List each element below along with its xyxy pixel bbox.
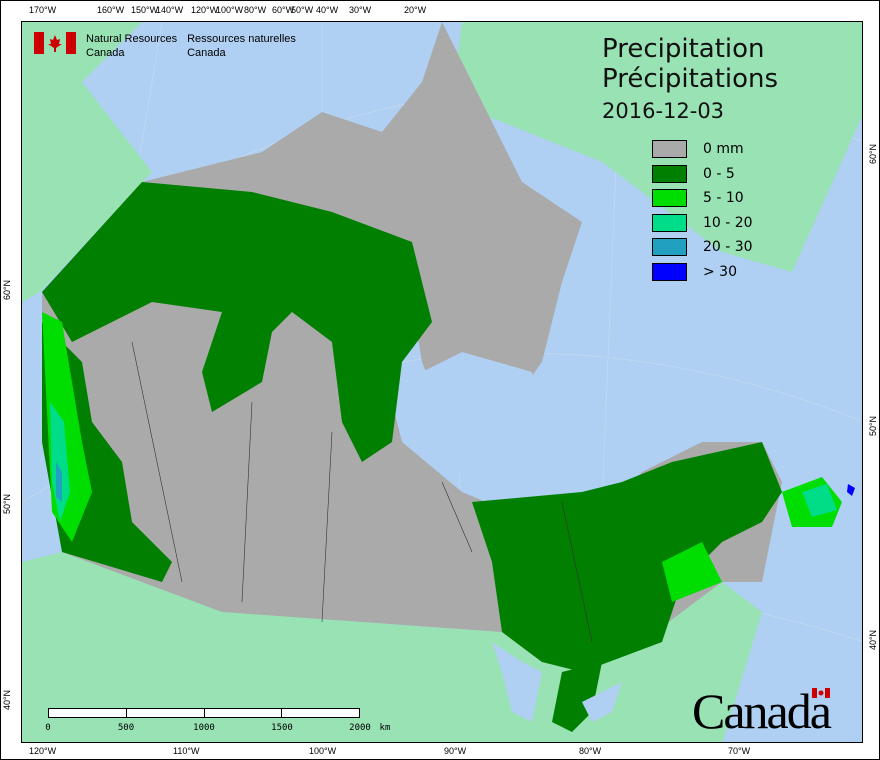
legend-item: 0 mm (652, 137, 753, 162)
top-tick: 30°W (349, 5, 372, 15)
map-title: Precipitation Précipitations 2016-12-03 (602, 34, 778, 126)
scale-label: 2000 (349, 723, 371, 733)
legend-swatch (652, 238, 687, 257)
left-tick: 60°N (2, 279, 13, 301)
legend-swatch (652, 140, 687, 159)
right-tick: 50°N (868, 415, 879, 437)
bottom-tick: 80°W (579, 746, 602, 756)
legend-swatch (652, 164, 687, 183)
legend-swatch (652, 189, 687, 208)
great-lakes (492, 642, 622, 722)
legend-item: 5 - 10 (652, 186, 753, 211)
canada-no-precip (42, 22, 782, 662)
legend-label: 0 mm (703, 141, 744, 158)
right-tick: 40°N (868, 629, 879, 651)
canada-wordmark: Canada (692, 682, 832, 740)
legend: 0 mm 0 - 5 5 - 10 10 - 20 20 - 30 > 30 (652, 137, 753, 284)
wordmark-flag-icon (811, 688, 830, 698)
legend-label: 20 - 30 (703, 239, 753, 256)
legend-label: 10 - 20 (703, 214, 753, 231)
left-tick: 40°N (2, 689, 13, 711)
top-tick: 80°W (244, 5, 267, 15)
top-tick: 120°W (191, 5, 219, 15)
title-en: Precipitation (602, 34, 765, 64)
legend-label: > 30 (703, 263, 737, 280)
top-tick: 50°W (291, 5, 314, 15)
top-tick: 150°W (131, 5, 159, 15)
top-tick: 170°W (29, 5, 57, 15)
left-tick: 50°N (2, 493, 13, 515)
legend-label: 5 - 10 (703, 190, 744, 207)
right-tick: 60°N (868, 143, 879, 165)
scale-bar: 0 500 1000 1500 2000 km (45, 708, 390, 735)
alaska (22, 22, 152, 302)
top-tick: 100°W (216, 5, 244, 15)
legend-swatch (652, 213, 687, 232)
legend-item: 10 - 20 (652, 211, 753, 236)
scale-label: 0 (45, 723, 51, 733)
nrcan-signature: Natural Resources Canada Ressources natur… (34, 32, 296, 60)
wordmark-text: Canada (692, 683, 832, 739)
agency-fr: Ressources naturelles (187, 33, 296, 45)
top-tick: 20°W (404, 5, 427, 15)
canada-0-5-east (472, 442, 782, 672)
bottom-tick: 100°W (309, 746, 337, 756)
legend-item: > 30 (652, 260, 753, 285)
map-shapes (22, 22, 862, 742)
title-fr: Précipitations (602, 64, 779, 94)
legend-item: 0 - 5 (652, 162, 753, 187)
precip-20-30 (56, 462, 62, 502)
top-tick: 40°W (316, 5, 339, 15)
scale-label: 500 (117, 723, 135, 733)
legend-label: 0 - 5 (703, 165, 735, 182)
hudson-bay (402, 352, 542, 492)
precip-30-plus (847, 484, 855, 496)
top-tick: 140°W (156, 5, 184, 15)
bottom-tick: 90°W (444, 746, 467, 756)
canada-0-5-north (42, 182, 432, 462)
canada-flag-icon (34, 32, 76, 54)
map-canvas: Natural Resources Canada Ressources natur… (21, 21, 863, 743)
agency-en-2: Canada (86, 47, 125, 59)
map-date: 2016-12-03 (602, 99, 725, 123)
bottom-tick: 120°W (29, 746, 57, 756)
legend-item: 20 - 30 (652, 235, 753, 260)
scale-unit: km (379, 723, 391, 733)
top-tick: 60°W (272, 5, 295, 15)
legend-swatch (652, 262, 687, 281)
bottom-tick: 110°W (173, 746, 200, 756)
scale-label: 1000 (193, 723, 215, 733)
province-borders (131, 341, 593, 643)
scale-label: 1500 (271, 723, 293, 733)
agency-en: Natural Resources (86, 33, 178, 45)
top-tick: 160°W (97, 5, 125, 15)
bottom-tick: 70°W (728, 746, 751, 756)
agency-fr-2: Canada (187, 47, 226, 59)
